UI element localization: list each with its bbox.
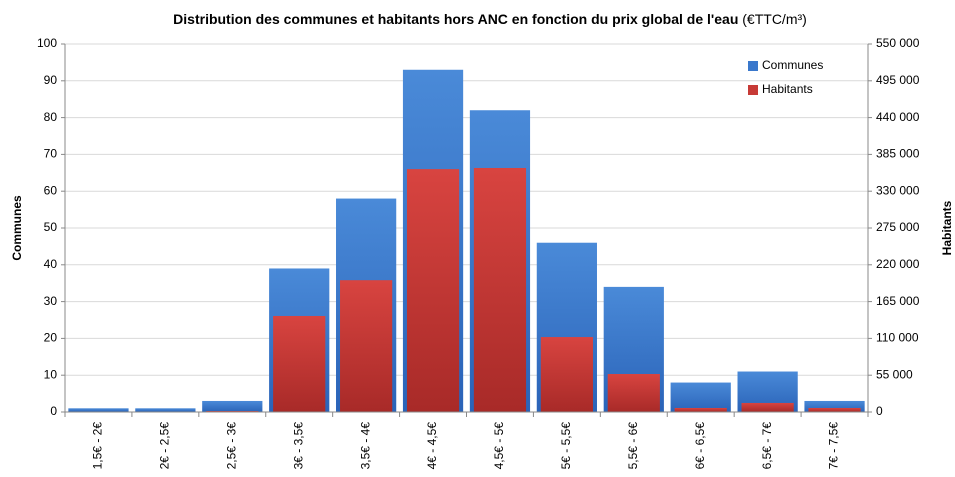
bar [741,402,794,412]
legend-swatch [748,61,758,71]
chart-title: Distribution des communes et habitants h… [173,11,807,27]
x-tick-label: 7€ - 7,5€ [827,422,841,470]
bar [206,410,259,412]
x-tick-label: 3,5€ - 4€ [358,422,372,470]
y-tick-label: 30 [44,294,58,308]
y-tick-label: 40 [44,257,58,271]
y2-tick-label: 495 000 [876,73,920,87]
x-tick-label: 4€ - 4,5€ [425,422,439,470]
x-tick-label: 2,5€ - 3€ [224,422,238,470]
y-tick-label: 10 [44,367,58,381]
y-tick-label: 90 [44,73,58,87]
bar [473,167,527,412]
x-tick-label: 2€ - 2,5€ [158,422,172,470]
bar [674,407,727,412]
legend-swatch [748,85,758,95]
x-tick-label: 3€ - 3,5€ [291,422,305,470]
bar [808,407,861,412]
bar [406,169,460,412]
y2-tick-label: 110 000 [876,331,919,345]
bar [202,400,263,412]
x-tick-label: 4,5€ - 5€ [492,422,506,470]
y-tick-label: 60 [44,183,58,197]
y-axis-title: Communes [10,195,24,261]
y2-tick-label: 330 000 [876,183,920,197]
x-tick-label: 5,5€ - 6€ [626,422,640,470]
bar [340,280,393,412]
bar [804,400,865,412]
y2-tick-label: 385 000 [876,147,920,161]
y2-tick-label: 275 000 [876,220,920,234]
y2-tick-label: 220 000 [876,257,920,271]
bar [135,408,196,412]
title-main: Distribution des communes et habitants h… [173,11,738,27]
y2-tick-label: 165 000 [876,294,920,308]
x-tick-label: 6€ - 6,5€ [693,422,707,470]
legend-label: Communes [762,58,823,72]
bar [607,373,660,412]
bar [68,408,129,412]
y-tick-label: 20 [44,331,58,345]
x-tick-label: 6,5€ - 7€ [760,422,774,470]
title-unit: (€TTC/m³) [742,11,807,27]
y2-axis-title: Habitants [940,200,954,255]
y-tick-label: 0 [50,404,57,418]
bar [273,315,326,412]
y2-tick-label: 0 [876,404,883,418]
y2-tick-label: 55 000 [876,367,913,381]
y-tick-label: 100 [37,36,57,50]
y-tick-label: 50 [44,220,58,234]
bar [540,337,593,412]
y-tick-label: 70 [44,147,58,161]
x-tick-label: 1,5€ - 2€ [91,422,105,470]
y2-tick-label: 550 000 [876,36,920,50]
x-tick-label: 5€ - 5,5€ [559,422,573,470]
y-tick-label: 80 [44,110,58,124]
y2-tick-label: 440 000 [876,110,920,124]
bar [670,382,731,412]
legend-label: Habitants [762,82,813,96]
